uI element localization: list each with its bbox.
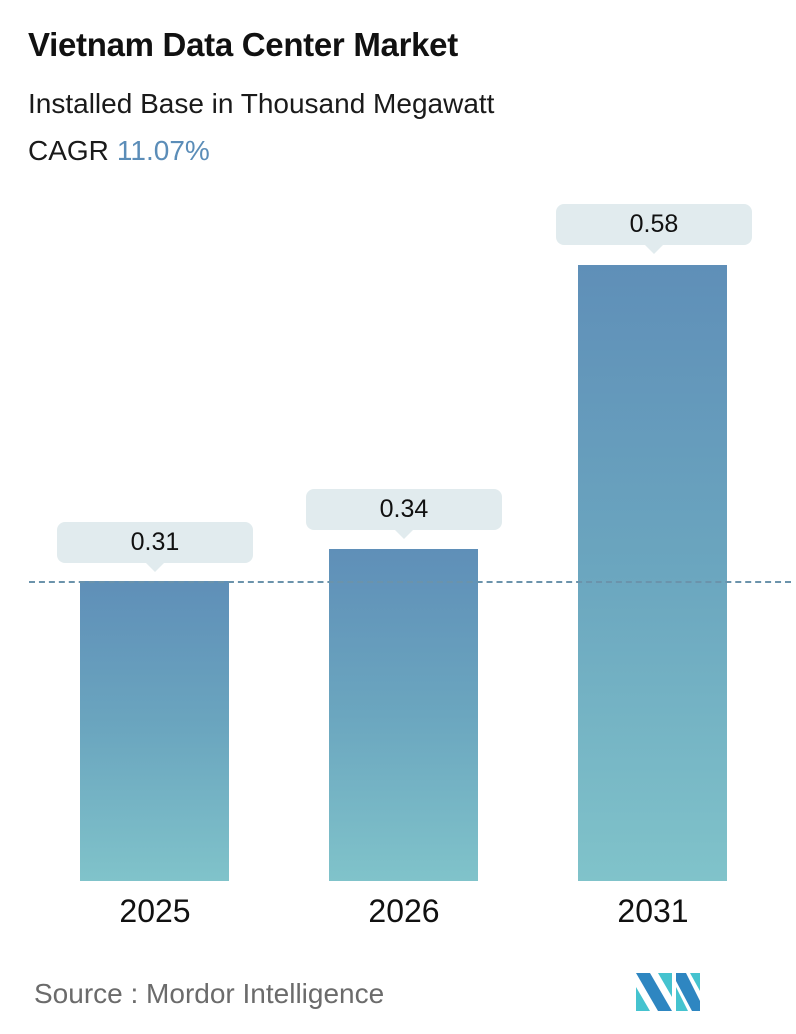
x-tick-2026: 2026 [368, 893, 440, 929]
mordor-intelligence-logo-icon [636, 973, 700, 1011]
value-label-2026: 0.34 [306, 489, 502, 539]
source-text: Source : Mordor Intelligence [34, 978, 385, 1009]
bar-2026 [329, 549, 478, 881]
bar-2031 [578, 265, 727, 881]
bar-2025 [80, 581, 229, 881]
cagr: CAGR 11.07% [28, 135, 210, 167]
value-label-2025: 0.31 [57, 522, 253, 572]
x-tick-2025: 2025 [119, 893, 191, 929]
cagr-label: CAGR [28, 135, 109, 166]
x-tick-2031: 2031 [617, 893, 689, 929]
cagr-value: 11.07% [116, 135, 210, 166]
chart-title: Vietnam Data Center Market [28, 26, 458, 63]
chart-subtitle: Installed Base in Thousand Megawatt [28, 88, 495, 119]
value-label-2031: 0.58 [556, 204, 752, 254]
reference-dashed-line [29, 581, 791, 583]
